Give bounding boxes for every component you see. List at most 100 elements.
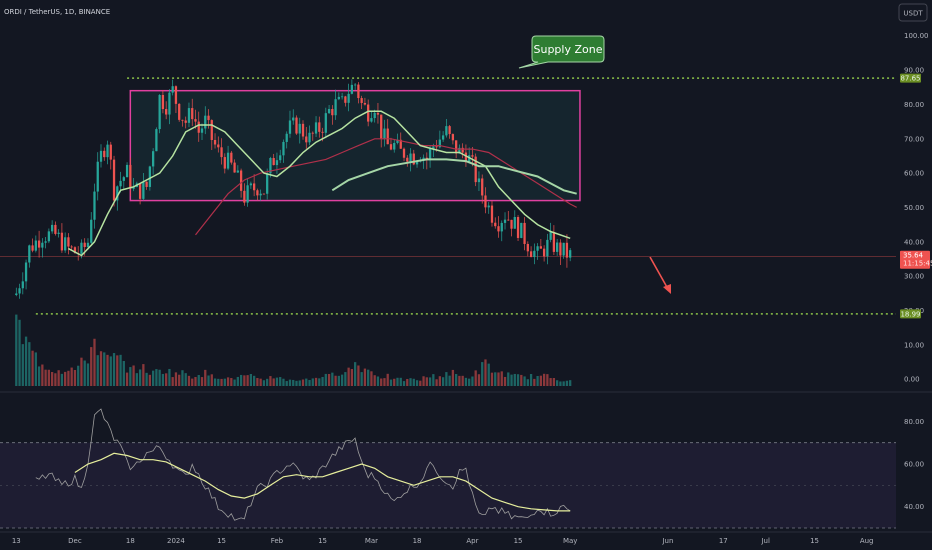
candle-body <box>67 237 70 247</box>
candle-body <box>298 123 301 134</box>
volume-bar <box>497 372 500 386</box>
volume-bar <box>445 372 448 386</box>
candle-body <box>119 180 122 187</box>
volume-bar <box>308 380 311 386</box>
candle-body <box>21 281 24 289</box>
volume-bar <box>513 373 516 386</box>
time-axis[interactable]: 13 Dec 18 2024 15 Feb 15 Mar 18 Apr 15 May Jun 17 Jul 1… <box>12 537 874 545</box>
price-axis[interactable]: 100.00 90.00 80.00 70.00 60.00 50.00 40.00 30.0… <box>904 32 929 383</box>
candle-body <box>138 183 142 199</box>
volume-bar <box>178 374 181 386</box>
volume-bar <box>393 378 396 386</box>
candle-body <box>223 157 226 169</box>
volume-bar <box>31 350 34 386</box>
candle-body <box>24 262 28 282</box>
volume-bar <box>510 374 513 386</box>
candle-body <box>399 139 402 149</box>
volume-bar <box>266 378 269 386</box>
candle-body <box>266 173 269 194</box>
volume-bar <box>523 376 526 386</box>
candle-body <box>57 232 60 234</box>
volume-bar <box>298 380 301 386</box>
volume-bar <box>197 375 200 386</box>
volume-bar <box>165 373 168 386</box>
volume-bar <box>331 372 334 386</box>
candle-body <box>347 93 350 103</box>
candle-body <box>151 151 155 167</box>
volume-bar <box>406 378 409 386</box>
volume-bar <box>484 359 487 386</box>
candle-body <box>191 108 194 120</box>
volume-bar <box>549 378 552 386</box>
candle-body <box>194 119 197 122</box>
rsi-tick-label: 40.00 <box>904 503 924 511</box>
volume-bar <box>210 374 213 386</box>
volume-bar <box>477 374 481 386</box>
volume-bar <box>77 365 80 386</box>
volume-bar <box>546 374 549 386</box>
candle-body <box>80 242 83 254</box>
volume-bar <box>223 378 226 386</box>
candle-body <box>230 152 233 163</box>
candle-body <box>435 146 438 148</box>
candle-body <box>383 128 386 139</box>
current-price-tag-text: 35.64 <box>903 252 924 260</box>
candle-body <box>106 144 109 158</box>
candle-body <box>549 232 552 240</box>
candle-body <box>324 113 327 133</box>
volume-bar <box>181 370 184 386</box>
volume-bar <box>217 378 220 386</box>
time-tick-label: Aug <box>860 537 874 545</box>
candle-body <box>44 241 47 243</box>
candle-body <box>474 156 477 183</box>
volume-bar <box>399 377 402 386</box>
candle-body <box>305 136 308 143</box>
time-tick-label: 18 <box>126 537 135 545</box>
candle-body <box>562 242 565 256</box>
candle-body <box>103 150 106 158</box>
volume-bar <box>252 375 256 386</box>
volume-bar <box>93 338 96 386</box>
volume-bar <box>103 352 106 386</box>
volume-bar <box>191 378 194 386</box>
currency-button[interactable]: USDT <box>898 3 928 22</box>
volume-bar <box>451 369 455 386</box>
volume-bar <box>347 367 350 386</box>
candle-body <box>507 219 510 221</box>
volume-bar <box>70 367 73 386</box>
supply-zone-box <box>129 89 581 202</box>
candle-body <box>455 140 458 154</box>
rsi-axis[interactable]: 80.00 60.00 40.00 <box>904 418 924 511</box>
volume-bar <box>207 375 210 386</box>
volume-bar <box>503 376 507 386</box>
volume-bar <box>24 336 28 386</box>
volume-bar <box>383 378 386 386</box>
candle-body <box>292 117 295 121</box>
candle-body <box>109 144 112 160</box>
volume-bar <box>168 368 171 386</box>
volume-bar <box>432 374 435 386</box>
candle-body <box>542 248 546 257</box>
time-tick-label: 2024 <box>167 537 185 545</box>
candle-body <box>494 222 497 227</box>
volume-bar <box>236 376 239 386</box>
volume-bar <box>54 373 57 386</box>
candle-body <box>438 139 441 148</box>
price-tick-label: 10.00 <box>904 341 924 349</box>
price-tick-label: 60.00 <box>904 170 924 178</box>
candle-body <box>99 150 103 162</box>
volume-bar <box>125 372 129 386</box>
volume-bar <box>138 369 142 386</box>
currency-button-label[interactable]: USDT <box>903 10 923 18</box>
volume-bar <box>184 373 187 386</box>
volume-bar <box>354 362 357 386</box>
candle-body <box>526 243 529 252</box>
volume-bar <box>285 381 288 386</box>
volume-bar <box>569 380 572 386</box>
volume-bar <box>259 378 262 386</box>
candle-body <box>256 190 259 196</box>
volume-bar <box>151 370 155 386</box>
volume-bar <box>419 380 422 386</box>
candle-body <box>174 86 178 104</box>
time-tick-label: Mar <box>365 537 378 545</box>
